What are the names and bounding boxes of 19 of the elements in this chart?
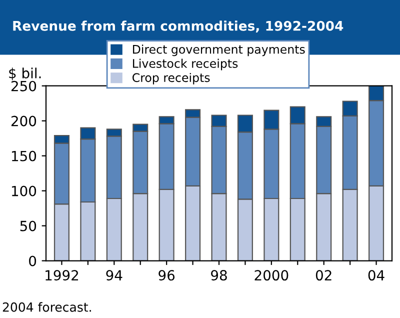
legend-label: Livestock receipts <box>133 58 238 70</box>
y-tick-label: 100 <box>12 186 36 196</box>
x-tick-label: 02 <box>316 270 332 281</box>
y-axis-title: $ bil. <box>9 68 41 80</box>
x-tick-label: 98 <box>211 270 227 281</box>
y-tick-label: 200 <box>11 116 36 126</box>
x-tick-label: 04 <box>368 270 384 281</box>
chart-title: Revenue from farm commodities, 1992-2004 <box>13 20 344 33</box>
y-tick-label: 150 <box>12 150 36 162</box>
x-tick-label: 96 <box>158 270 175 281</box>
y-tick-label: 0 <box>29 256 36 266</box>
y-tick-label: 50 <box>20 220 36 232</box>
legend-label: Direct government payments <box>133 44 305 56</box>
x-tick-label: 1992 <box>46 270 78 281</box>
legend-label: Crop receipts <box>132 72 210 84</box>
x-tick-label: 94 <box>106 270 122 281</box>
text: 2004 forecast. <box>2 302 91 312</box>
x-tick-label: 2000 <box>254 270 288 281</box>
y-tick-label: 250 <box>11 80 36 92</box>
